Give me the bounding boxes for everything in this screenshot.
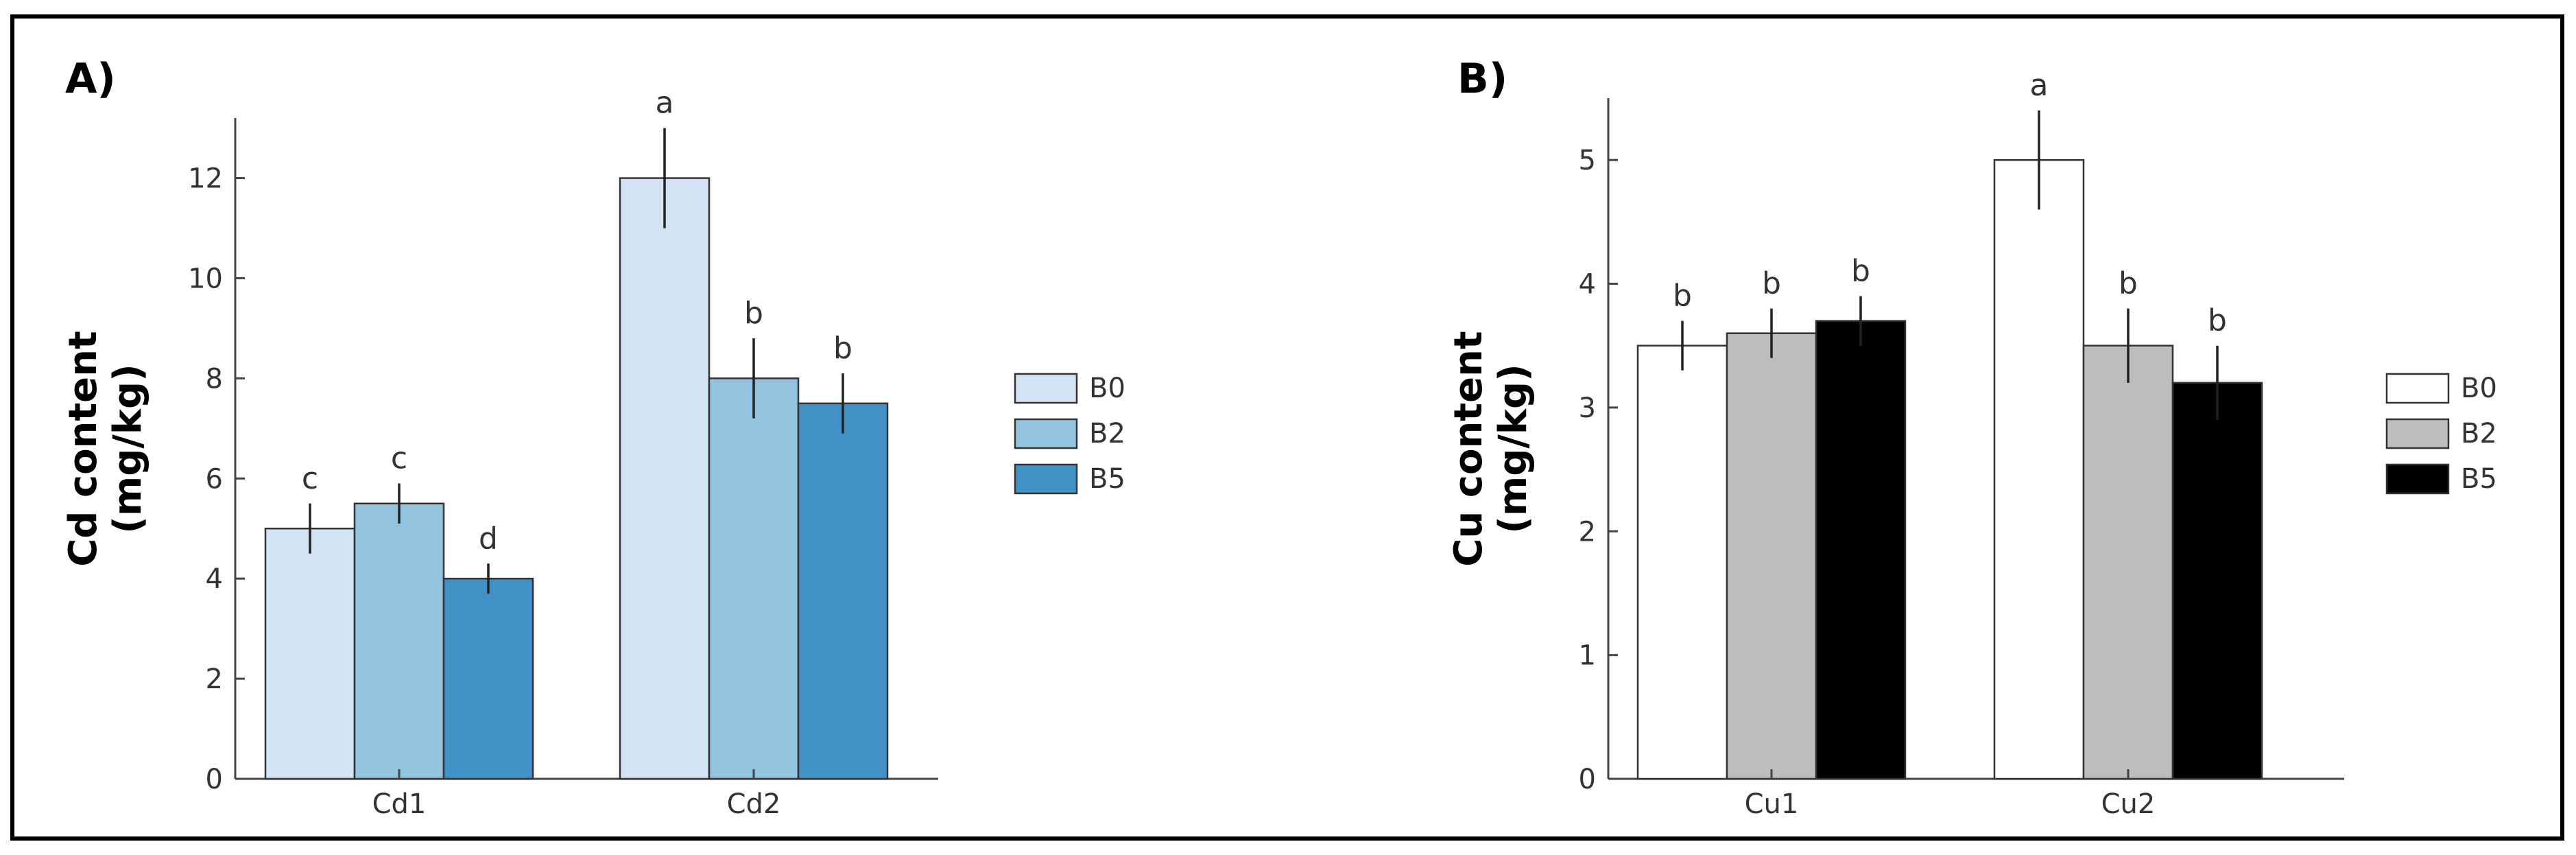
legend-swatch-b2	[2385, 418, 2450, 449]
significance-letter: a	[2030, 68, 2049, 103]
significance-letter: c	[302, 461, 318, 496]
bar-b0-cd2	[619, 177, 711, 780]
bar-b5-cu1	[1815, 320, 1907, 780]
y-tick-label: 8	[206, 363, 223, 395]
bar-b0-cu1	[1636, 344, 1728, 780]
y-tick-label: 1	[1579, 640, 1596, 672]
y-tick-label: 2	[1579, 516, 1596, 548]
bar-b2-cd1	[353, 502, 445, 780]
significance-letter: b	[1762, 266, 1781, 301]
x-tick-label: Cd1	[372, 788, 427, 820]
plot-area: 0 2 4 6 8 10 12 c c d Cd1 a b b Cd2	[188, 86, 938, 820]
x-tick-label: Cd2	[727, 788, 781, 820]
y-axis-label-line1: Cu content	[1446, 331, 1491, 566]
legend-label-b2: B2	[2461, 418, 2497, 449]
y-tick-label: 3	[1579, 393, 1596, 424]
y-tick-label: 0	[206, 764, 223, 795]
legend-label-b0: B0	[2461, 373, 2497, 404]
bar-b2-cd2	[708, 377, 800, 780]
legend: B0 B2 B5	[1014, 373, 1125, 495]
legend-label-b2: B2	[1089, 418, 1125, 449]
significance-letter: d	[479, 521, 498, 556]
legend-label-b5: B5	[2461, 463, 2497, 495]
y-axis-label-line2: (mg/kg)	[1491, 364, 1536, 533]
y-tick-label: 2	[206, 664, 223, 695]
panel-label: A)	[65, 55, 116, 103]
y-tick-label: 12	[188, 163, 223, 195]
significance-letter: b	[833, 331, 852, 366]
panel-a: A) Cd content (mg/kg) 0 2 4 6 8 10 12 c c d Cd1 a b b…	[61, 55, 1125, 820]
x-tick-label: Cu2	[2101, 788, 2156, 820]
y-tick-label: 10	[188, 263, 223, 294]
significance-letter: c	[391, 441, 407, 476]
legend: B0 B2 B5	[2385, 373, 2497, 495]
legend-swatch-b0	[1014, 373, 1078, 404]
bar-b2-cu1	[1726, 332, 1817, 780]
plot-area: 0 1 2 3 4 5 b b b Cu1 a b b Cu2	[1579, 68, 2344, 820]
significance-letter: a	[656, 86, 674, 121]
legend-label-b0: B0	[1089, 373, 1125, 404]
bar-b5-cd2	[797, 402, 889, 780]
bar-b5-cd1	[442, 577, 534, 780]
x-tick-label: Cu1	[1745, 788, 1799, 820]
significance-letter: b	[1851, 254, 1870, 289]
significance-letter: b	[744, 296, 763, 331]
significance-letter: b	[2119, 266, 2138, 301]
bar-b2-cu2	[2082, 344, 2174, 780]
bar-b5-cu2	[2171, 382, 2263, 780]
bar-b0-cd1	[264, 527, 356, 780]
significance-letter: b	[2208, 303, 2227, 338]
panel-b: B) Cu content (mg/kg) 0 1 2 3 4 5 b b b Cu1 a b b Cu2…	[1446, 55, 2497, 820]
y-tick-label: 5	[1579, 145, 1596, 176]
y-tick-label: 4	[206, 563, 223, 595]
panel-label: B)	[1457, 55, 1507, 103]
significance-letter: b	[1673, 279, 1692, 314]
legend-swatch-b5	[1014, 463, 1078, 495]
y-axis-label-line1: Cd content	[61, 331, 106, 567]
y-tick-label: 4	[1579, 269, 1596, 301]
legend-swatch-b5	[2385, 463, 2450, 495]
legend-label-b5: B5	[1089, 463, 1125, 495]
bar-b0-cu2	[1993, 159, 2085, 780]
y-tick-label: 6	[206, 463, 223, 495]
legend-swatch-b0	[2385, 373, 2450, 404]
y-tick-label: 0	[1579, 764, 1596, 795]
y-axis-label-line2: (mg/kg)	[106, 364, 150, 533]
legend-swatch-b2	[1014, 418, 1078, 449]
